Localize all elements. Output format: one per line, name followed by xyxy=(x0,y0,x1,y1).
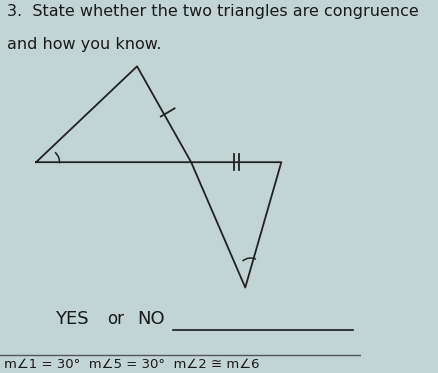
Text: and how you know.: and how you know. xyxy=(7,37,161,52)
Text: m∠1 = 30°  m∠5 = 30°  m∠2 ≅ m∠6: m∠1 = 30° m∠5 = 30° m∠2 ≅ m∠6 xyxy=(4,358,258,370)
Text: or: or xyxy=(107,310,124,328)
Text: NO: NO xyxy=(138,310,165,328)
Text: YES: YES xyxy=(55,310,89,328)
Text: 3.  State whether the two triangles are congruence: 3. State whether the two triangles are c… xyxy=(7,4,418,19)
